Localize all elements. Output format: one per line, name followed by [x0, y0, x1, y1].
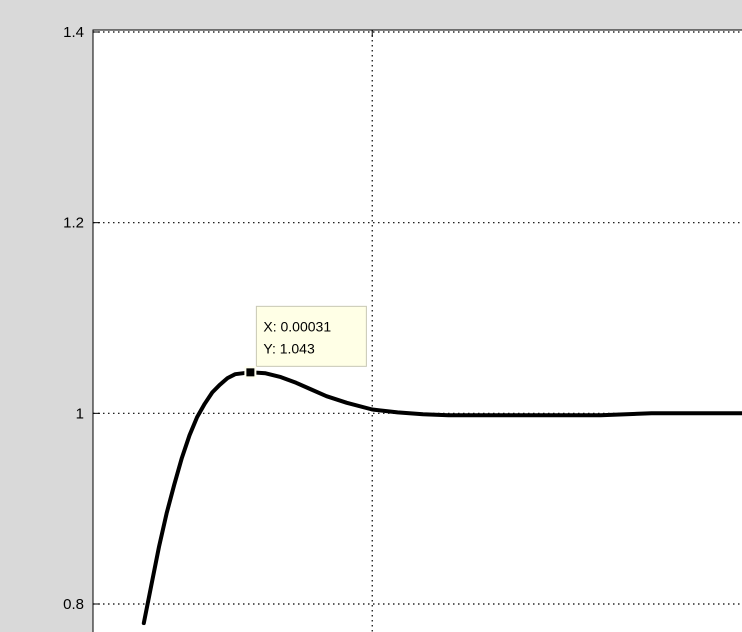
data-tip-x-text: X: 0.00031: [263, 318, 331, 334]
data-tip-y-text: Y: 1.043: [263, 340, 315, 356]
y-axis-ticks: 0.8 1 1.2 1.4: [63, 24, 373, 613]
y-tick-label: 1.2: [63, 215, 84, 232]
data-tip-box[interactable]: [255, 305, 367, 367]
series-group: [141, 370, 742, 626]
series-line: [141, 370, 742, 626]
data-tip[interactable]: X: 0.00031 Y: 1.043: [244, 305, 367, 379]
y-tick-label: 1.4: [63, 24, 84, 41]
plot-area[interactable]: [92, 29, 742, 632]
y-tick-label: 0.8: [63, 596, 84, 613]
data-tip-marker[interactable]: [244, 366, 257, 379]
y-tick-label: 1: [76, 405, 84, 422]
